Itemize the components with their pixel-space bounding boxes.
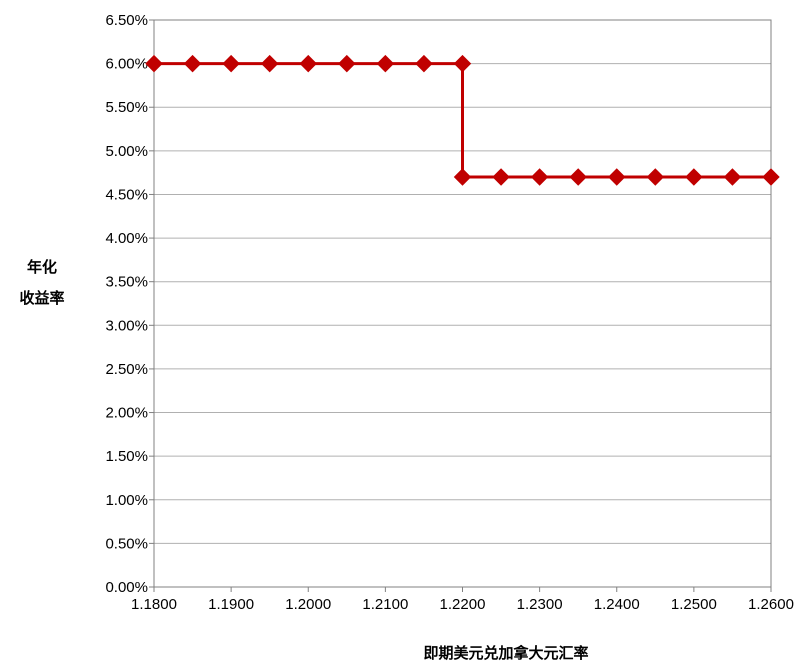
y-tick-label: 2.50% — [105, 361, 148, 378]
data-point-marker — [222, 54, 240, 73]
data-point-marker — [453, 168, 472, 186]
y-axis-title-line-1: 年化 — [27, 258, 57, 276]
y-axis-title-line-2: 收益率 — [19, 289, 64, 307]
data-point-marker — [646, 168, 665, 186]
x-tick-label: 1.2400 — [594, 596, 640, 613]
y-tick-label: 5.00% — [105, 143, 148, 160]
x-axis-title: 即期美元兑加拿大元汇率 — [423, 644, 588, 662]
data-point-marker — [762, 168, 780, 186]
data-point-marker — [338, 54, 356, 73]
x-tick-label: 1.2000 — [285, 596, 331, 613]
y-tick-label: 0.50% — [105, 535, 148, 552]
x-tick-label: 1.2300 — [517, 596, 563, 613]
x-tick-label: 1.2600 — [748, 596, 794, 613]
data-point-marker — [492, 168, 510, 186]
y-tick-label: 6.50% — [105, 12, 148, 29]
x-tick-label: 1.1800 — [131, 596, 177, 613]
x-axis-ticks: 1.1800 1.1900 1.2000 1.2100 1.2200 1.2300 1.24… — [131, 587, 794, 613]
y-tick-label: 0.00% — [105, 579, 148, 596]
series-layer — [145, 54, 780, 186]
x-tick-label: 1.2200 — [440, 596, 486, 613]
y-tick-label: 3.00% — [105, 317, 148, 334]
y-tick-label: 6.00% — [105, 56, 148, 73]
y-tick-label: 3.50% — [105, 274, 148, 291]
data-point-marker — [453, 54, 472, 73]
data-point-marker — [376, 54, 395, 73]
data-point-marker — [569, 168, 587, 186]
data-point-marker — [260, 54, 279, 73]
y-tick-label: 4.50% — [105, 186, 148, 203]
y-tick-label: 5.50% — [105, 99, 148, 116]
y-tick-label: 1.00% — [105, 492, 148, 509]
data-point-marker — [415, 54, 433, 73]
data-point-marker — [608, 168, 626, 186]
data-point-marker — [685, 168, 703, 186]
data-point-marker — [299, 54, 317, 73]
y-tick-label: 4.00% — [105, 230, 148, 247]
y-tick-label: 1.50% — [105, 448, 148, 465]
y-tick-label: 2.00% — [105, 405, 148, 422]
data-point-marker — [145, 54, 163, 73]
x-tick-label: 1.1900 — [208, 596, 254, 613]
data-point-marker — [530, 168, 549, 186]
x-tick-label: 1.2100 — [362, 596, 408, 613]
data-point-marker — [723, 168, 742, 186]
x-tick-label: 1.2500 — [671, 596, 717, 613]
y-axis-ticks: 0.00% 0.50% 1.00% 1.50% 2.00% 2.50% 3.00% 3.50%… — [105, 12, 154, 596]
data-point-marker — [183, 54, 202, 73]
